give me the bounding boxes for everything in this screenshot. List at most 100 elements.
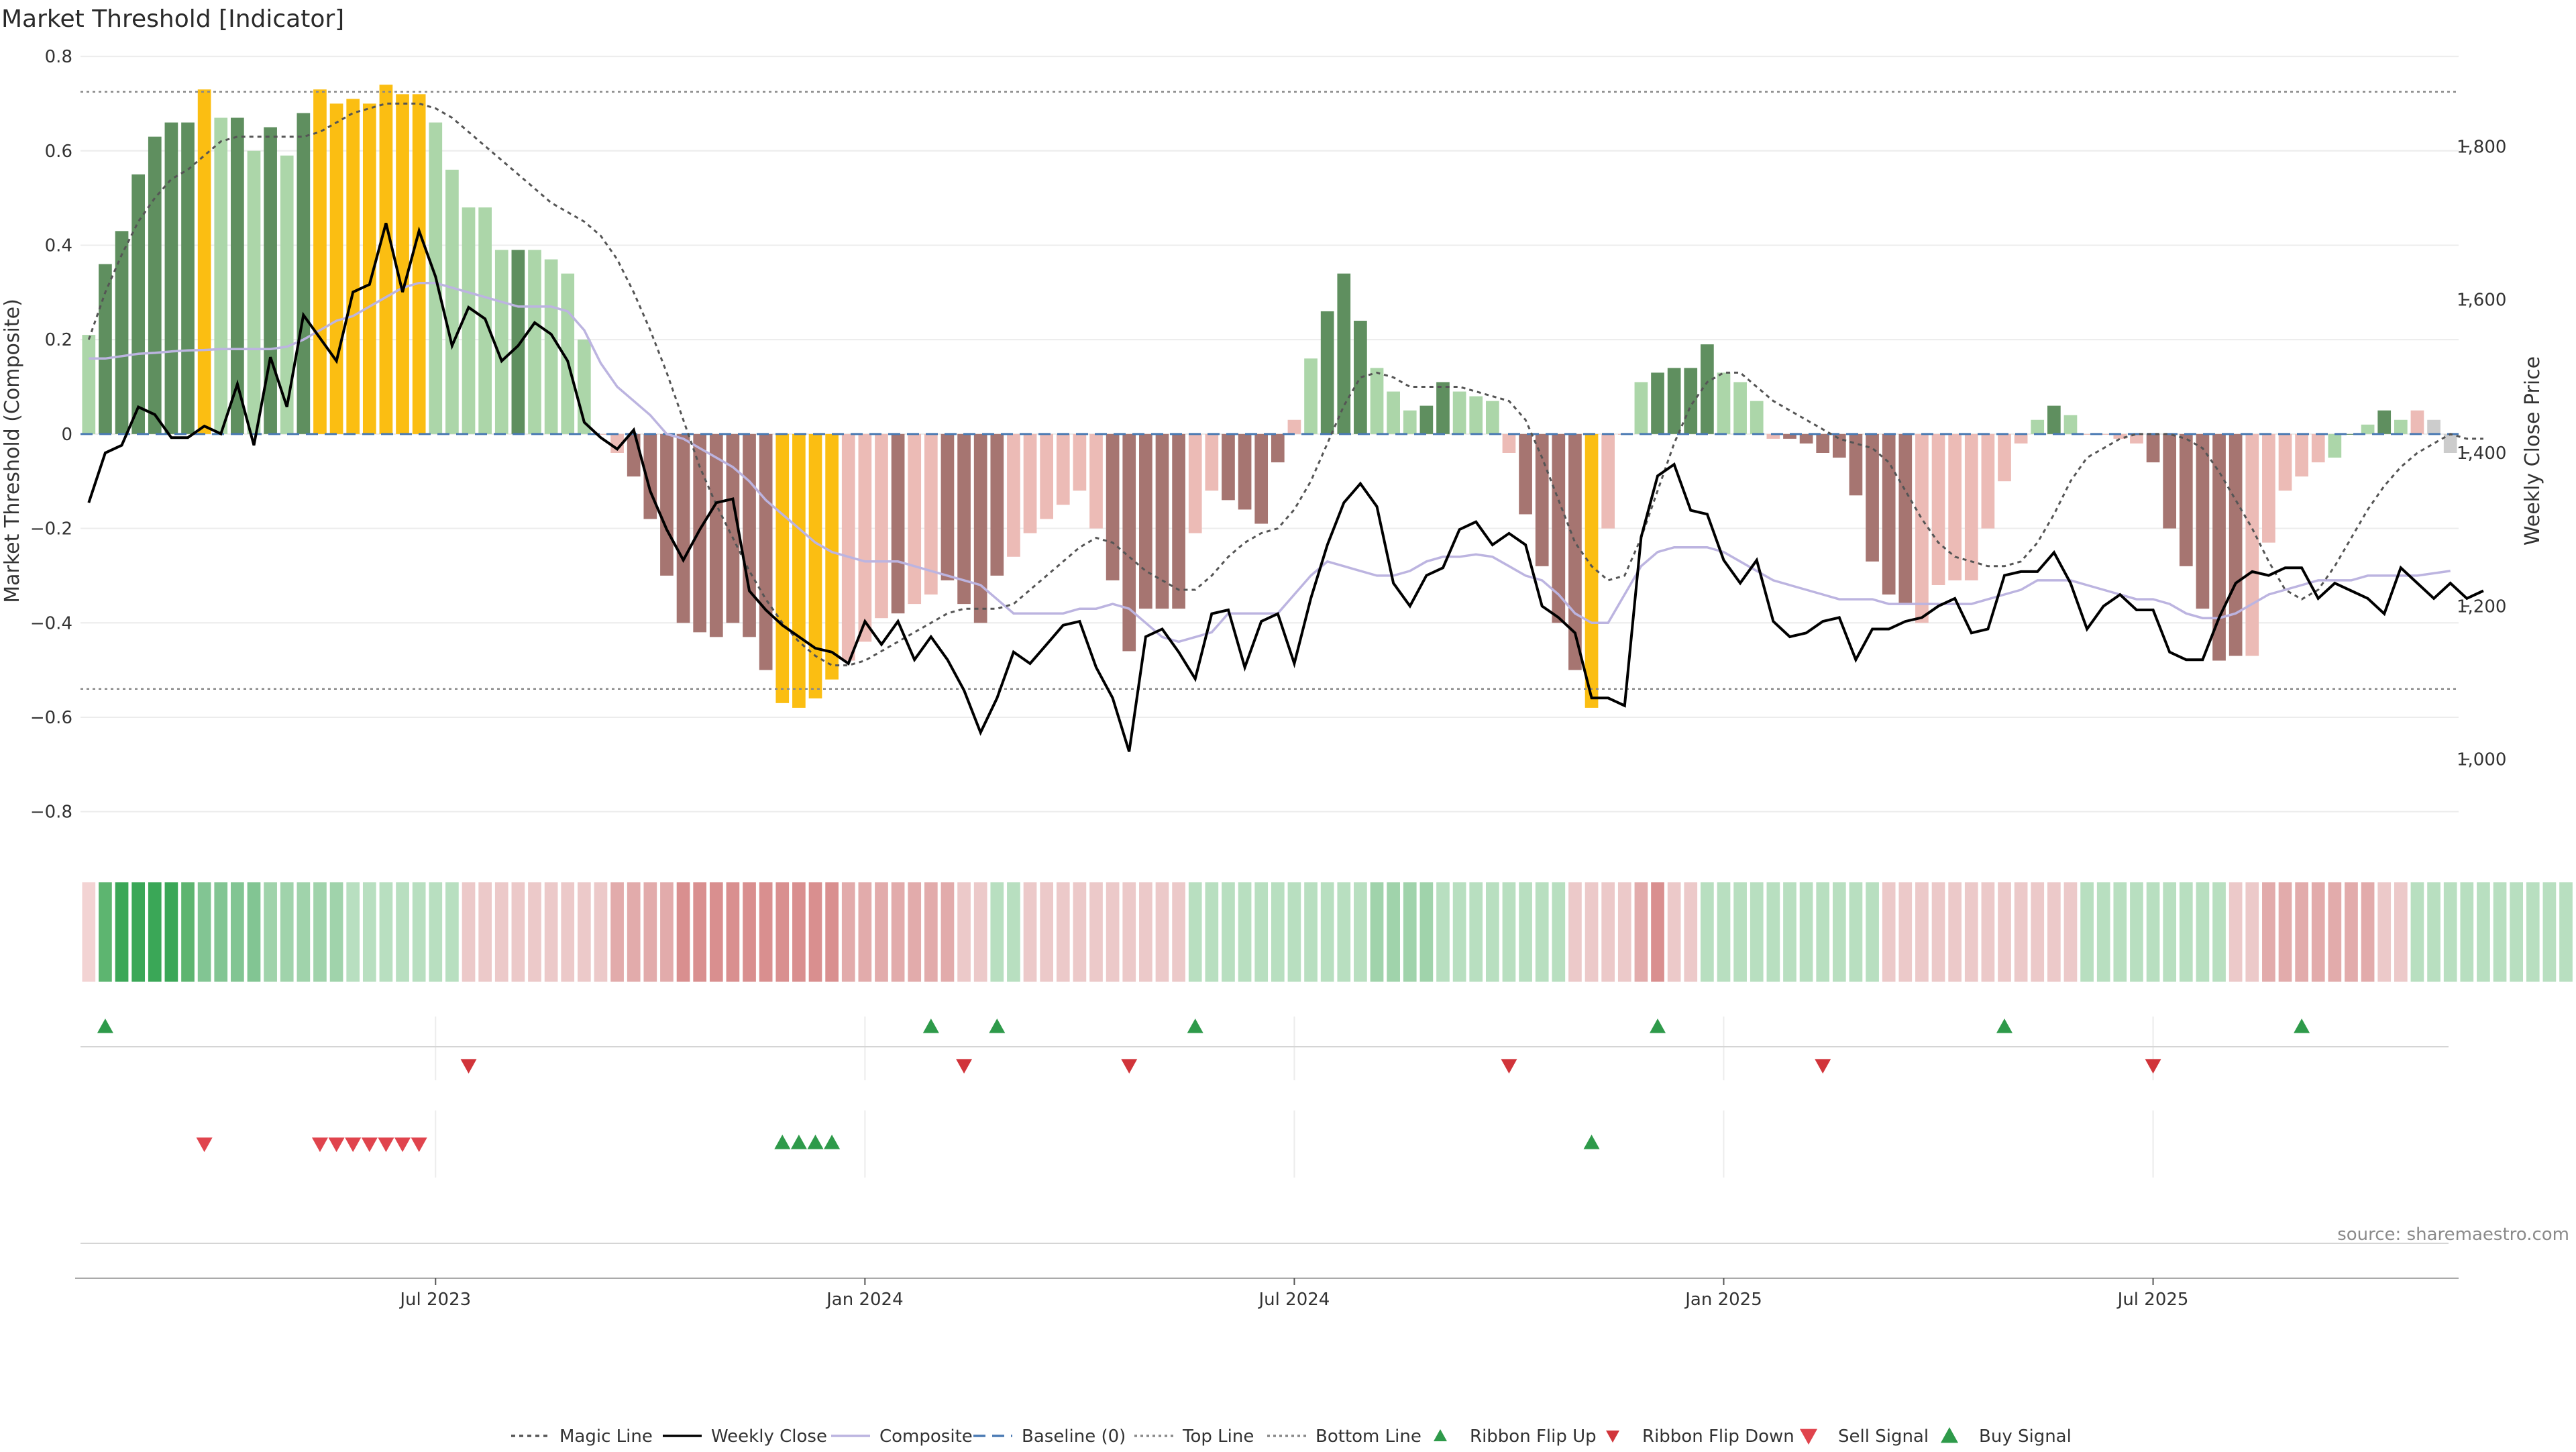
sell-signal-marker xyxy=(311,1137,328,1152)
composite-bar xyxy=(2047,405,2061,434)
composite-bar xyxy=(1205,433,1219,491)
composite-bar xyxy=(494,250,508,434)
ribbon-cell xyxy=(1023,882,1037,982)
ribbon-cell xyxy=(264,882,277,982)
composite-bar xyxy=(2394,419,2408,434)
composite-bar xyxy=(280,155,294,434)
y-tick-right: 1,000 xyxy=(2457,750,2506,770)
ribbon-cell xyxy=(2080,882,2094,982)
ribbon-cell xyxy=(825,882,839,982)
composite-bar xyxy=(197,89,211,434)
composite-bar xyxy=(1585,433,1599,708)
ribbon-flip-up-marker xyxy=(1187,1019,1203,1033)
y-tick-left: 0.8 xyxy=(45,47,72,67)
composite-bar xyxy=(1122,433,1136,652)
ribbon-cell xyxy=(841,882,855,982)
composite-bar xyxy=(2130,433,2143,444)
composite-bar xyxy=(908,433,922,605)
ribbon-cell xyxy=(1617,882,1631,982)
buy-signal-marker xyxy=(790,1135,807,1149)
ribbon-cell xyxy=(1998,882,2011,982)
ribbon-cell xyxy=(2245,882,2259,982)
composite-bar xyxy=(148,136,162,434)
ribbon-cell xyxy=(2394,882,2408,982)
ribbon-cell xyxy=(2443,882,2457,982)
composite-bar xyxy=(594,433,608,435)
ribbon-cell xyxy=(775,882,790,982)
composite-bar xyxy=(2014,433,2028,444)
composite-bar xyxy=(412,94,426,434)
ribbon-cell xyxy=(1849,882,1863,982)
composite-bar xyxy=(1915,433,1929,623)
ribbon-cell xyxy=(1981,882,1995,982)
composite-bar xyxy=(973,433,987,623)
ribbon-cell xyxy=(396,882,409,982)
composite-bar xyxy=(297,113,311,434)
ribbon-cell xyxy=(858,882,872,982)
ribbon-flip-down-marker xyxy=(460,1059,477,1074)
composite-bar xyxy=(1155,433,1169,609)
ribbon-cell xyxy=(1436,882,1450,982)
chart-title: Market Threshold [Indicator] xyxy=(1,5,344,33)
x-tick-label: Jul 2023 xyxy=(398,1290,471,1310)
composite-bar xyxy=(808,433,822,698)
composite-bar xyxy=(164,122,178,434)
y-tick-left: 0.2 xyxy=(45,330,72,350)
ribbon-cell xyxy=(1254,882,1269,982)
ribbon-cell xyxy=(726,882,740,982)
ribbon-cell xyxy=(2526,882,2540,982)
composite-bar xyxy=(231,117,244,434)
ribbon-cell xyxy=(478,882,492,982)
composite-bar xyxy=(1882,433,1896,595)
composite-bar xyxy=(1783,433,1796,439)
composite-bar xyxy=(2096,433,2110,435)
composite-bar xyxy=(1866,433,1879,562)
composite-bar xyxy=(1667,368,1681,434)
legend-label: Baseline (0) xyxy=(1022,1427,1126,1447)
composite-bar xyxy=(792,433,806,708)
composite-bar xyxy=(362,103,376,434)
composite-bar xyxy=(99,264,112,434)
composite-bar xyxy=(1337,273,1351,434)
ribbon-cell xyxy=(1304,882,1318,982)
ribbon-cell xyxy=(2559,882,2573,982)
ribbon-cell xyxy=(2295,882,2308,982)
ribbon-cell xyxy=(1634,882,1648,982)
ribbon-cell xyxy=(1040,882,1054,982)
ribbon-cell xyxy=(610,882,624,982)
ribbon-cell xyxy=(346,882,360,982)
composite-bar xyxy=(2245,433,2259,656)
composite-bar xyxy=(1452,391,1466,434)
composite-bar xyxy=(1370,368,1384,434)
composite-bar xyxy=(1998,433,2011,482)
composite-bar xyxy=(2295,433,2308,477)
composite-bar xyxy=(1023,433,1037,533)
legend-label: Magic Line xyxy=(559,1427,653,1447)
composite-bar xyxy=(1898,433,1913,605)
ribbon-cell xyxy=(561,882,575,982)
ribbon-cell xyxy=(1667,882,1681,982)
composite-bar xyxy=(1106,433,1120,580)
ribbon-cell xyxy=(99,882,112,982)
ribbon-cell xyxy=(1172,882,1185,982)
y-axis-right-label: Weekly Close Price xyxy=(2521,356,2544,546)
ribbon-cell xyxy=(544,882,558,982)
composite-bar xyxy=(1403,410,1417,434)
composite-bar xyxy=(1634,382,1648,434)
ribbon-cell xyxy=(1387,882,1400,982)
composite-bar xyxy=(1733,382,1747,434)
ribbon-cell xyxy=(743,882,756,982)
ribbon-cell xyxy=(2278,882,2292,982)
composite-bar xyxy=(1139,433,1152,609)
ribbon-cell xyxy=(1882,882,1896,982)
ribbon-flip-up-marker xyxy=(1996,1019,2013,1033)
composite-bar xyxy=(1816,433,1830,453)
composite-bar xyxy=(2196,433,2210,609)
composite-bar xyxy=(709,433,723,637)
legend-swatch xyxy=(1800,1429,1817,1445)
composite-bar xyxy=(544,259,558,434)
composite-bar xyxy=(2146,433,2160,463)
ribbon-cell xyxy=(1750,882,1764,982)
composite-bar xyxy=(1485,401,1499,434)
